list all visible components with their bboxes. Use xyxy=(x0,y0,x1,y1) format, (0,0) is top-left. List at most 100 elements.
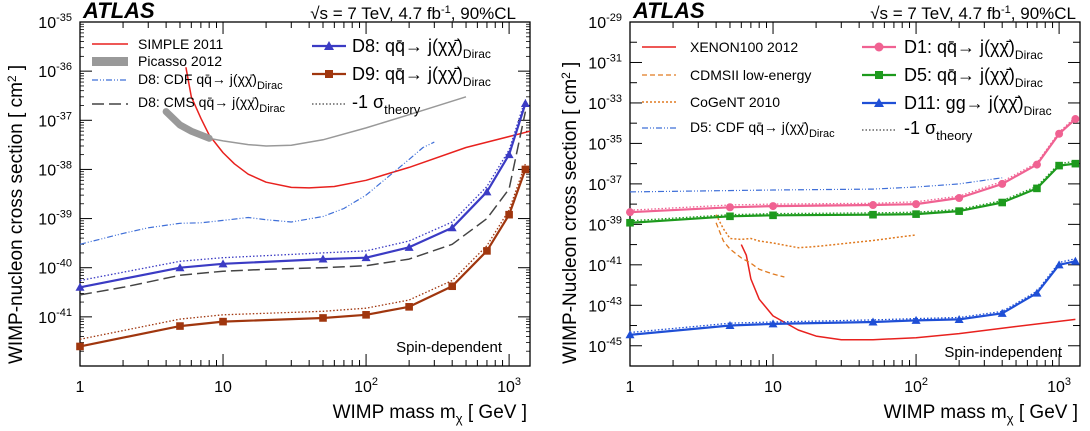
series-d8-line xyxy=(79,103,527,289)
right-y-tick-label: 10-33 xyxy=(588,93,622,113)
left-atlas-label: ATLAS xyxy=(82,0,155,23)
legend-simple: SIMPLE 2011 xyxy=(138,36,224,52)
right-atlas-label: ATLAS xyxy=(632,0,705,23)
series-cdms-line xyxy=(715,222,785,278)
left-plot-frame xyxy=(79,21,531,367)
series-d9-point xyxy=(319,314,327,322)
left-energy-sup: -1 xyxy=(441,4,451,16)
series-d11-line xyxy=(629,260,1076,336)
series-d5-point xyxy=(998,198,1006,207)
series-xenon-line xyxy=(740,244,1076,341)
legend-theory-r: -1 σtheory xyxy=(904,118,973,143)
series-d1-point xyxy=(626,208,634,217)
series-d9-theory-line xyxy=(79,163,527,340)
legend-marker-d5 xyxy=(875,71,883,79)
series-d5-point xyxy=(1055,161,1063,170)
right-y-tick-label: 10-45 xyxy=(588,336,622,356)
left-y-tick-label: 10-35 xyxy=(38,12,72,32)
series-d1-point xyxy=(998,179,1007,188)
right-legend: XENON100 2012 CDMSII low-energy CoGeNT 2… xyxy=(642,37,1052,143)
right-corner-label: Spin-independent xyxy=(944,344,1062,361)
right-plot-frame xyxy=(629,21,1081,367)
series-d5-point xyxy=(869,210,877,219)
right-y-axis-title: WIMP-Nucleon cross section [ cm2 ] xyxy=(559,62,581,364)
right-y-tick-label: 10-29 xyxy=(588,12,622,32)
left-cl: , 90%CL xyxy=(451,4,516,23)
right-energy-label: √s = 7 TeV, 4.7 fb-1, 90%CL xyxy=(870,4,1076,23)
series-d9-point xyxy=(219,317,227,326)
legend-d1: D1: qq̄→ j(χχ̄)Dirac xyxy=(904,37,1043,62)
series-d1-point xyxy=(1032,160,1041,169)
series-d11-point xyxy=(1032,288,1042,297)
series-d9-point xyxy=(176,322,184,330)
right-y-tick-label: 10-37 xyxy=(588,174,622,194)
series-cdf-line xyxy=(79,141,435,245)
series-d8-point xyxy=(447,223,457,232)
series-d8-point xyxy=(361,253,371,262)
series-d5-point xyxy=(726,212,734,221)
series-d8-point xyxy=(504,150,514,159)
series-d8-point xyxy=(318,254,328,263)
legend-marker-d8 xyxy=(324,41,334,50)
left-y-tick-label: 10-41 xyxy=(38,307,72,327)
series-d1-point xyxy=(869,201,878,210)
right-panel: ATLAS √s = 7 TeV, 4.7 fb-1, 90%CL 1 10 102… xyxy=(559,0,1081,426)
series-d5-theory-line xyxy=(629,160,1076,222)
series-d11-point xyxy=(954,314,964,323)
series-d8-point xyxy=(520,98,530,107)
series-cogent-line xyxy=(715,214,917,249)
series-d5-point xyxy=(955,207,963,215)
legend-cms: D8: CMS qq̄→ j(χχ̄)Dirac xyxy=(138,94,285,115)
series-d9-point xyxy=(405,303,413,311)
left-y-tick-label: 10-38 xyxy=(38,159,72,179)
series-cms-line xyxy=(79,111,527,296)
left-y-tick-label: 10-39 xyxy=(38,209,72,229)
left-x-tick-label: 102 xyxy=(354,376,378,396)
series-d11-point xyxy=(625,330,635,339)
series-d8-point xyxy=(482,187,492,196)
series-d5-point xyxy=(626,218,634,227)
right-x-tick-label: 1 xyxy=(626,379,635,396)
left-y-tick-label: 10-36 xyxy=(38,61,72,81)
series-picasso-band xyxy=(162,108,213,142)
series-d8-point xyxy=(75,282,85,291)
legend-d11: D11: gg→ j(χχ̄)Dirac xyxy=(904,93,1052,118)
series-d11-point xyxy=(1054,260,1064,269)
legend-theory: -1 σtheory xyxy=(352,92,421,117)
right-y-tick-label: 10-43 xyxy=(588,295,622,315)
left-energy: √s = 7 TeV, 4.7 fb xyxy=(310,4,441,23)
series-d5-point xyxy=(769,211,777,220)
series-d11-point xyxy=(725,321,735,330)
legend-swatch-picasso xyxy=(92,57,128,66)
left-panel: ATLAS √s = 7 TeV, 4.7 fb-1, 90%CL 1 10 102… xyxy=(5,0,531,426)
series-d8-point xyxy=(218,259,228,268)
series-d9-line xyxy=(79,169,527,348)
legend-cogent: CoGeNT 2010 xyxy=(690,94,780,110)
legend-xenon: XENON100 2012 xyxy=(690,39,798,55)
series-d1-point xyxy=(1071,115,1080,124)
series-d1-point xyxy=(1055,129,1064,138)
series-d9-point xyxy=(483,247,491,255)
series-d9-point xyxy=(448,282,456,291)
left-legend: SIMPLE 2011 Picasso 2012 D8: CDF qq̄→ j(… xyxy=(92,36,491,117)
left-y-tick-label: 10-37 xyxy=(38,110,72,130)
left-corner-label: Spin-dependent xyxy=(396,339,503,356)
series-d11-point xyxy=(1070,256,1080,265)
right-cl: , 90%CL xyxy=(1011,4,1076,23)
series-simple-line xyxy=(185,67,531,189)
legend-cdf5: D5: CDF qq̄→ j(χχ̄)Dirac xyxy=(690,119,835,140)
series-d8-theory-line xyxy=(79,98,527,282)
left-x-tick-label: 103 xyxy=(497,376,521,396)
legend-d9: D9: qq̄→ j(χχ̄)Dirac xyxy=(352,64,491,89)
series-d9-point xyxy=(521,165,530,174)
left-axes: 1 10 102 103 10-35 10-36 10-37 10-38 10-39 10-40 1… xyxy=(38,12,530,396)
right-axes: 1 10 102 103 10-29 10-31 10-33 10-35 10-37 10-39 1… xyxy=(588,12,1080,396)
right-y-tick-label: 10-39 xyxy=(588,214,622,234)
right-x-axis-title: WIMP mass mχ [ GeV ] xyxy=(884,402,1078,426)
series-d11-theory-line xyxy=(629,258,1076,334)
left-x-tick-label: 10 xyxy=(214,379,232,396)
right-plot-area xyxy=(625,115,1080,341)
series-d8-point xyxy=(175,263,185,272)
series-d1-line xyxy=(629,118,1077,214)
